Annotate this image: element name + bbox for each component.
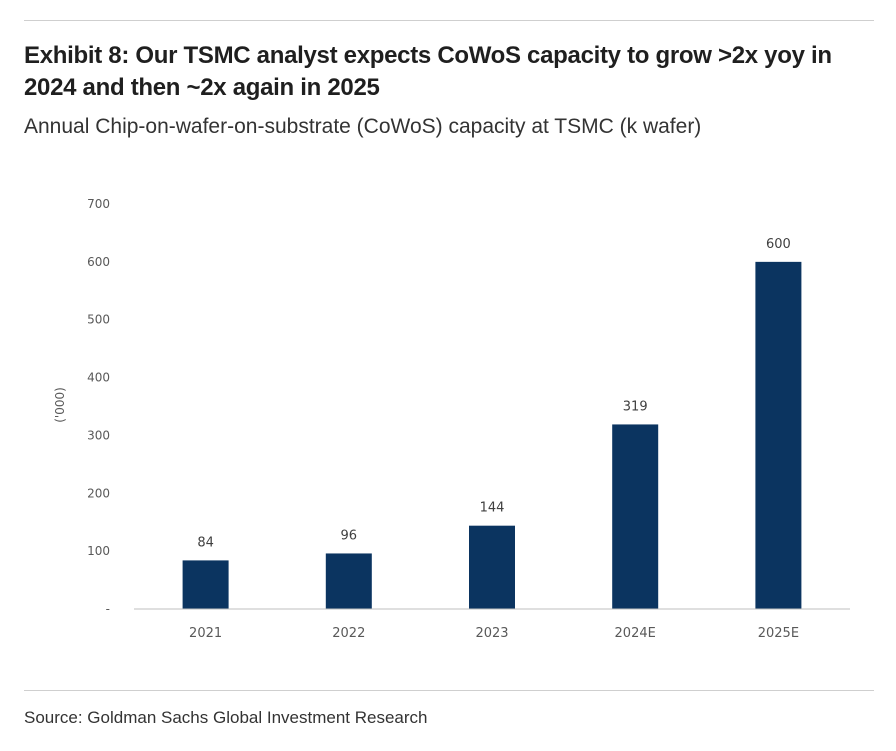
bar-chart: - 100 200 300 400 500 600 700 ('000) 84 96 144 319…	[53, 197, 850, 641]
x-axis: 2021 2022 2023 2024E 2025E	[189, 626, 799, 641]
y-tick-label: 400	[87, 371, 110, 385]
exhibit-title: Exhibit 8: Our TSMC analyst expects CoWo…	[24, 42, 832, 101]
chart-subtitle: Annual Chip-on-wafer-on-substrate (CoWoS…	[24, 115, 702, 138]
bar-2025E	[755, 261, 802, 609]
y-axis-label: ('000)	[53, 387, 67, 423]
y-tick-label: -	[106, 602, 110, 616]
data-label-2025E: 600	[766, 237, 791, 252]
bar-2024E	[612, 424, 659, 609]
y-tick-label: 700	[87, 197, 110, 211]
y-tick-label: 200	[87, 486, 110, 500]
y-tick-label: 300	[87, 428, 110, 442]
source-note: Source: Goldman Sachs Global Investment …	[24, 708, 428, 727]
y-tick-label: 100	[87, 544, 110, 558]
x-tick-label-2022: 2022	[332, 626, 365, 641]
bars: 84 96 144 319 600	[182, 237, 802, 609]
bar-2021	[182, 560, 229, 609]
bottom-divider	[24, 690, 874, 691]
data-label-2022: 96	[341, 528, 358, 543]
x-tick-label-2024E: 2024E	[615, 626, 656, 641]
x-tick-label-2025E: 2025E	[758, 626, 799, 641]
data-label-2024E: 319	[623, 399, 648, 414]
x-tick-label-2023: 2023	[475, 626, 508, 641]
y-axis: - 100 200 300 400 500 600 700	[87, 197, 110, 616]
bar-2023	[469, 525, 515, 609]
data-label-2021: 84	[197, 535, 214, 550]
top-divider	[24, 20, 874, 21]
y-tick-label: 600	[87, 255, 110, 269]
data-label-2023: 144	[480, 501, 505, 516]
x-tick-label-2021: 2021	[189, 626, 222, 641]
y-tick-label: 500	[87, 313, 110, 327]
bar-2022	[325, 553, 372, 609]
